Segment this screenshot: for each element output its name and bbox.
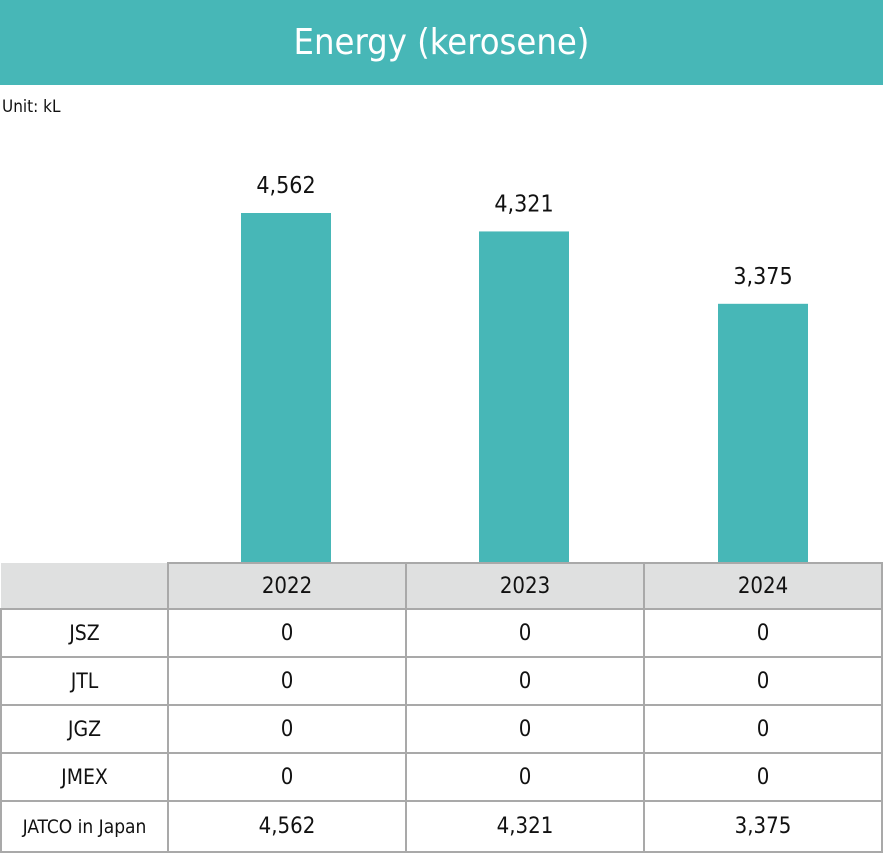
row-label: JTL xyxy=(0,656,169,706)
table-row: JMEX 0 0 0 xyxy=(0,752,883,802)
row-label: JMEX xyxy=(0,752,169,802)
data-label: 4,321 xyxy=(494,191,553,217)
cell: 0 xyxy=(167,656,407,706)
bar-2022 xyxy=(241,213,331,562)
bar-2023 xyxy=(479,231,569,562)
row-label: JSZ xyxy=(0,608,169,658)
bar-chart: 4,562 4,321 3,375 xyxy=(241,173,808,562)
column-header: 2022 xyxy=(167,562,407,610)
header-blank xyxy=(1,563,168,610)
table-row: JTL 0 0 0 xyxy=(0,656,883,706)
cell: 0 xyxy=(167,752,407,802)
table-row: JGZ 0 0 0 xyxy=(0,704,883,754)
unit-label: Unit: kL xyxy=(2,97,61,117)
chart-title: Energy (kerosene) xyxy=(0,0,883,85)
cell: 3,375 xyxy=(643,800,883,853)
cell: 4,562 xyxy=(167,800,407,853)
row-label: JATCO in Japan xyxy=(0,800,169,853)
row-label: JGZ xyxy=(0,704,169,754)
cell: 0 xyxy=(643,656,883,706)
bar-2024 xyxy=(718,303,808,562)
cell: 4,321 xyxy=(405,800,645,853)
data-table: 2022 2023 2024 JSZ 0 0 0 JTL 0 0 0 JGZ 0 0 0 JMEX… xyxy=(0,562,883,853)
cell: 0 xyxy=(643,608,883,658)
column-header: 2023 xyxy=(405,562,645,610)
data-label: 3,375 xyxy=(733,264,792,290)
cell: 0 xyxy=(167,608,407,658)
table-row: JATCO in Japan 4,562 4,321 3,375 xyxy=(0,800,883,853)
column-header: 2024 xyxy=(643,562,883,610)
cell: 0 xyxy=(167,704,407,754)
data-label: 4,562 xyxy=(256,173,315,199)
cell: 0 xyxy=(405,608,645,658)
cell: 0 xyxy=(643,752,883,802)
table-row: JSZ 0 0 0 xyxy=(0,608,883,658)
cell: 0 xyxy=(405,704,645,754)
cell: 0 xyxy=(643,704,883,754)
cell: 0 xyxy=(405,752,645,802)
table-header-row: 2022 2023 2024 xyxy=(1,562,883,610)
cell: 0 xyxy=(405,656,645,706)
